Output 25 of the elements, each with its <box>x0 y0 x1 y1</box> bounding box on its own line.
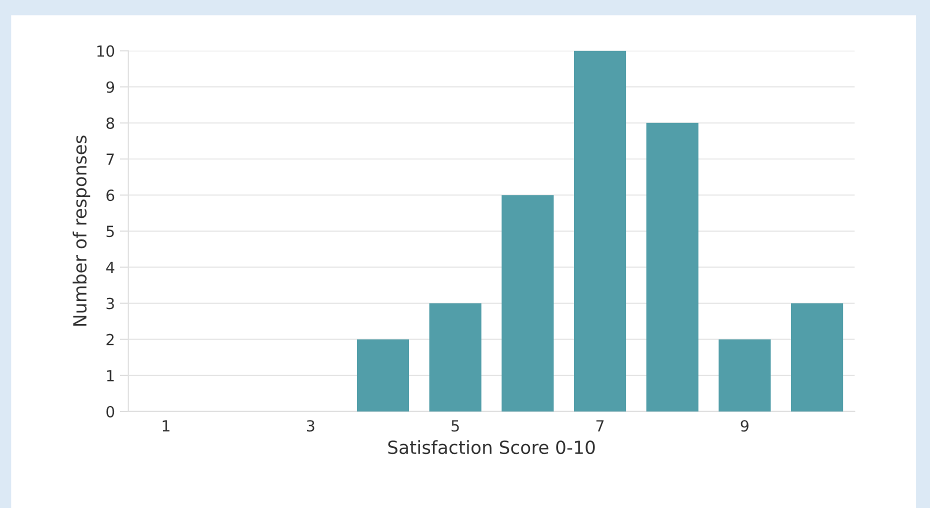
x-tick-label: 9 <box>740 420 748 432</box>
bar <box>356 339 410 412</box>
bar <box>791 303 844 412</box>
bar <box>646 122 698 412</box>
y-tick-label: 6 <box>106 190 114 202</box>
y-tick-label: 8 <box>106 117 114 129</box>
y-axis-title: Number of responses <box>72 136 90 326</box>
x-tick-label: 1 <box>162 420 170 432</box>
x-tick-label: 5 <box>452 420 459 432</box>
y-tick-label: 2 <box>106 334 114 346</box>
y-tick-label: 4 <box>106 262 114 274</box>
bar <box>502 195 554 412</box>
bar <box>718 339 771 412</box>
x-tick-label: 3 <box>306 420 314 432</box>
x-axis-title: Satisfaction Score 0-10 <box>388 440 595 454</box>
y-tick-label: 7 <box>106 154 114 165</box>
bar <box>574 50 626 412</box>
y-tick-label: 0 <box>106 406 114 418</box>
y-tick-label: 3 <box>106 298 114 310</box>
bar <box>429 303 482 412</box>
y-tick-label: 5 <box>106 226 114 238</box>
y-tick-label: 10 <box>97 45 114 57</box>
y-tick-label: 9 <box>106 81 114 93</box>
y-tick-label: 1 <box>107 370 114 382</box>
x-tick-label: 7 <box>596 420 604 432</box>
